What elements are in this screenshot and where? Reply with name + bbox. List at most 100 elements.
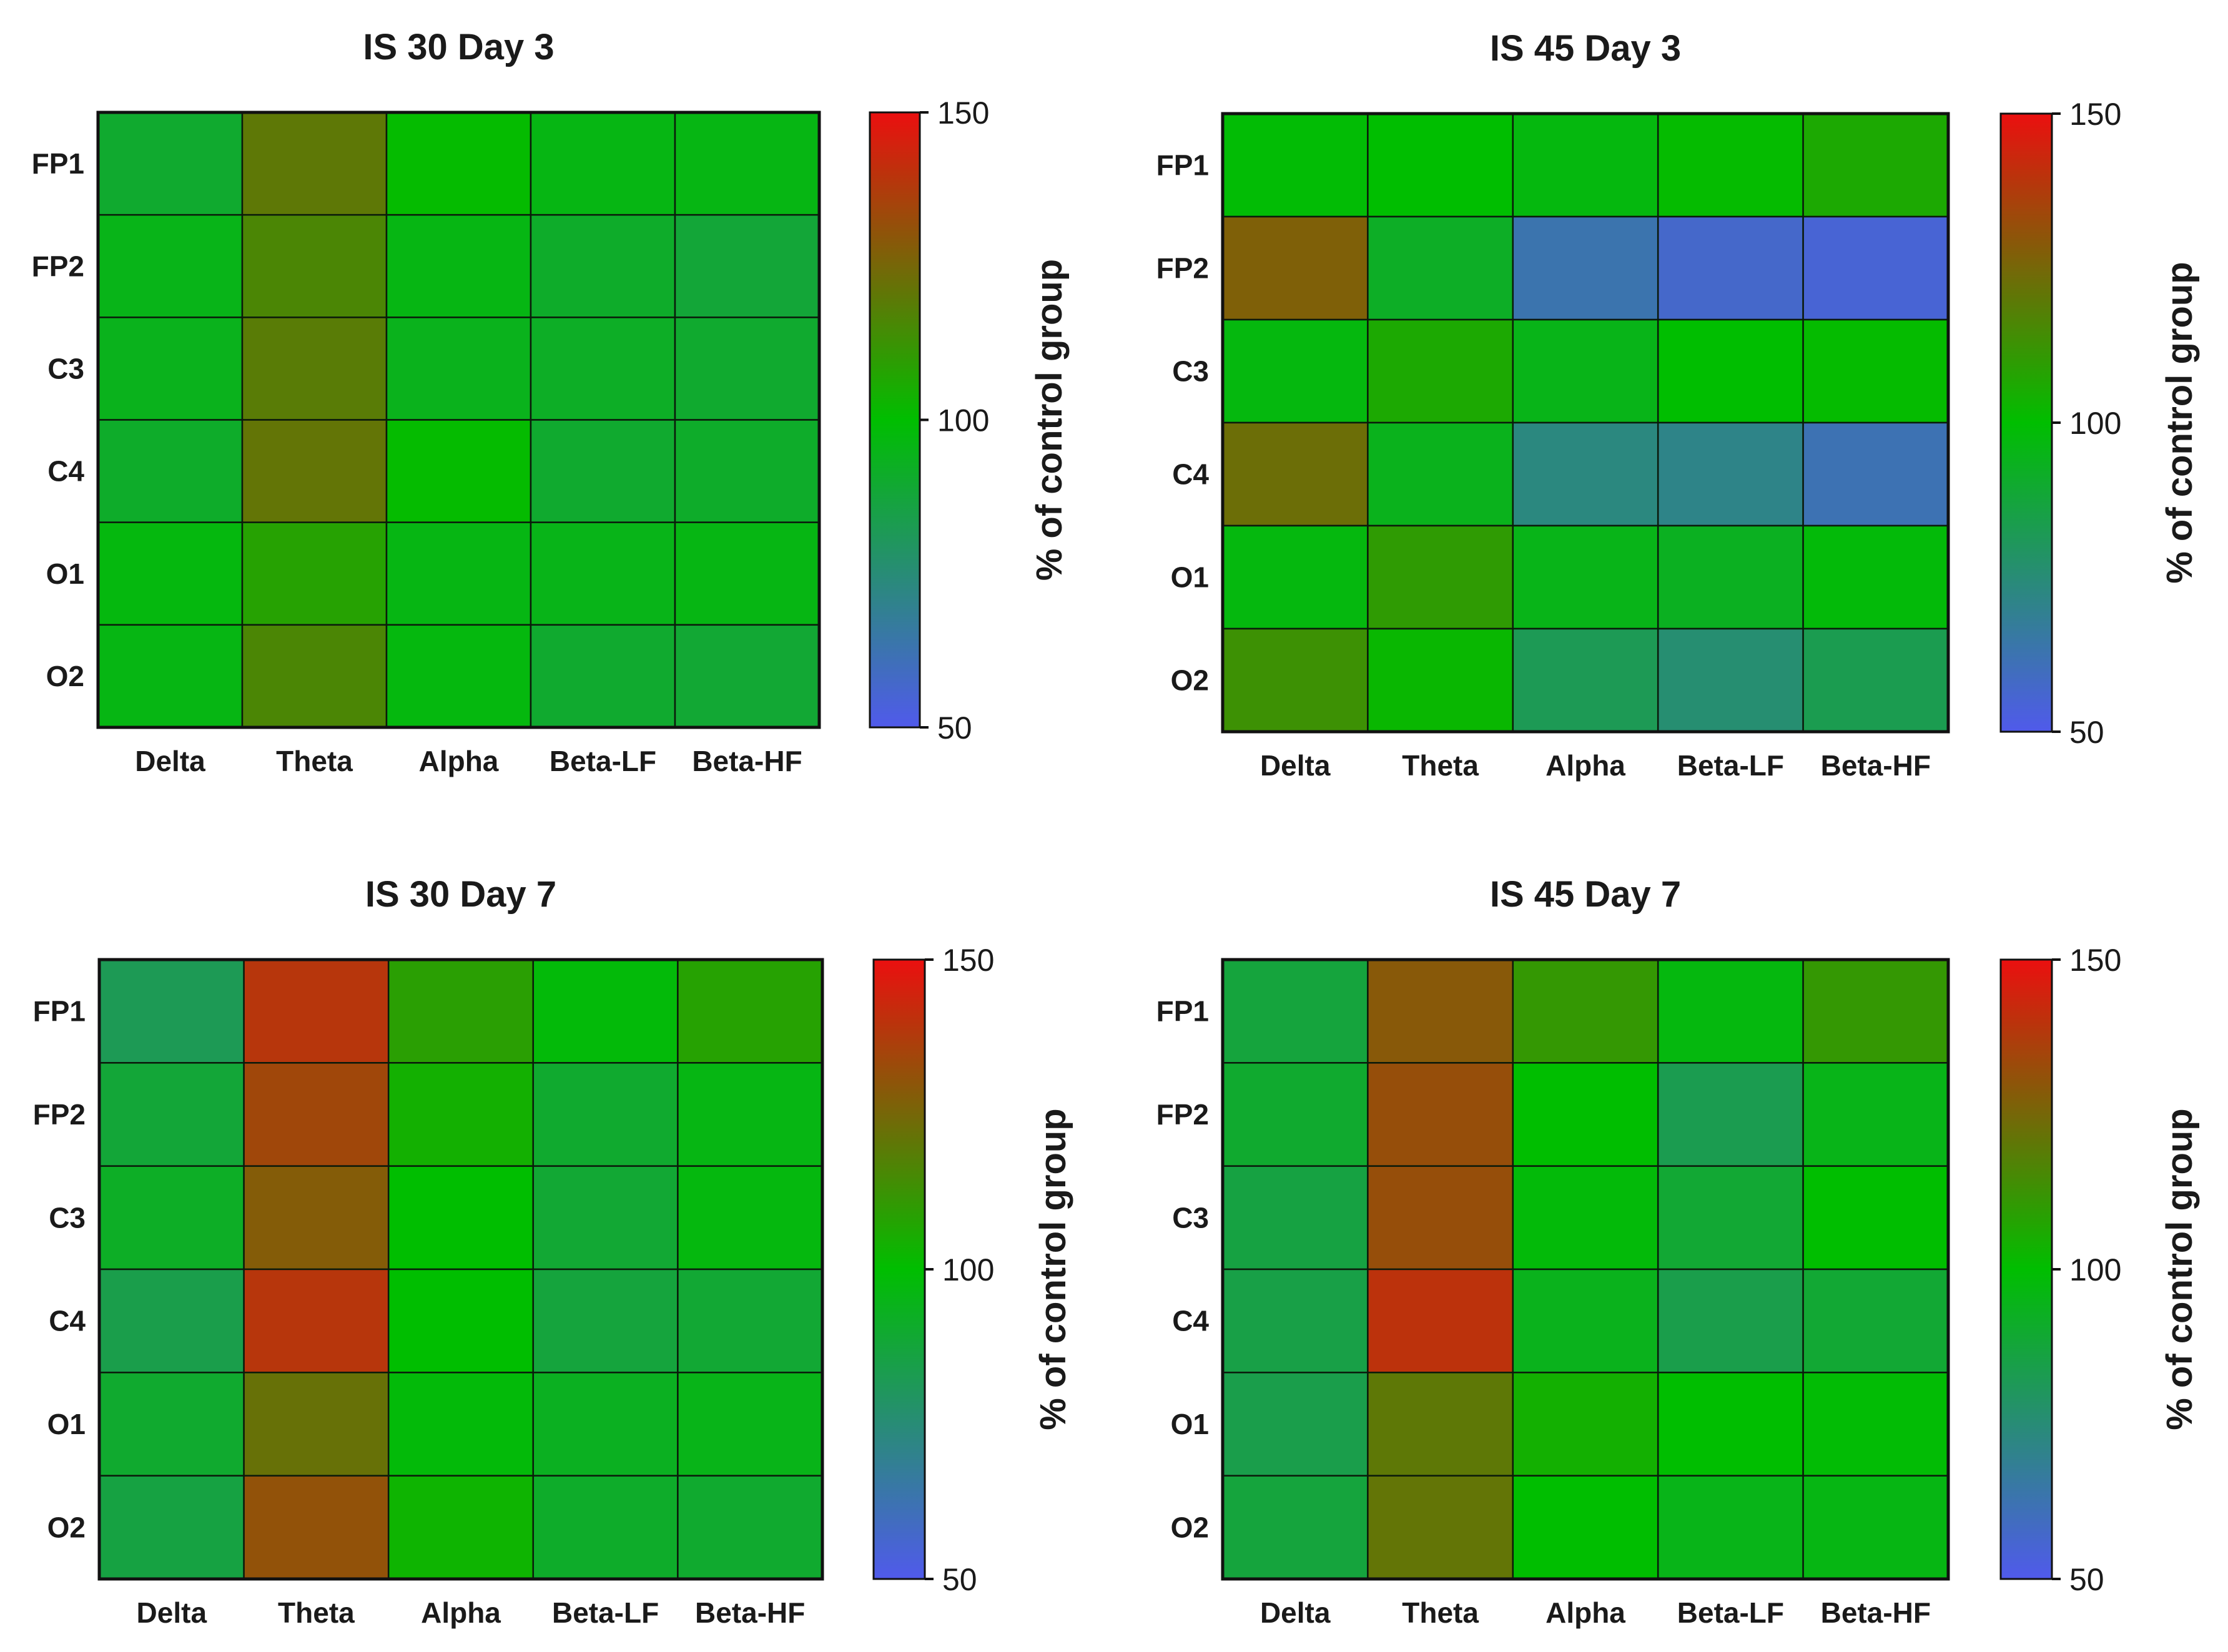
heatmap-cell-FP1-Beta-HF	[677, 958, 824, 1064]
x-tick-label: Delta	[1260, 1596, 1331, 1629]
heatmap-cell-C4-Alpha	[1512, 421, 1659, 527]
heatmap-cell-C4-Delta	[97, 419, 244, 523]
heatmap-cell-O2-Alpha	[1512, 1475, 1659, 1580]
heatmap-cell-C3-Beta-LF	[1657, 318, 1804, 424]
y-tick-label: O2	[1171, 1511, 1209, 1543]
x-tick-label: Theta	[1402, 1596, 1479, 1629]
colorbar-tick-label: 50	[2069, 715, 2104, 750]
y-tick-label: FP1	[1156, 149, 1209, 182]
y-tick-label: C4	[1172, 458, 1209, 491]
y-tick-label: C4	[47, 455, 84, 488]
heatmap-cell-FP2-Delta	[1221, 215, 1369, 321]
colorbar-tick-label: 50	[942, 1562, 977, 1597]
y-tick-label: O2	[47, 1511, 86, 1543]
heatmap-cell-FP1-Beta-HF	[674, 111, 821, 216]
heatmap-cell-FP1-Theta	[1367, 958, 1514, 1064]
heatmap-cell-O1-Delta	[97, 521, 244, 626]
heatmap-cell-O1-Delta	[1221, 524, 1369, 630]
heatmap-cell-O1-Delta	[1221, 1372, 1369, 1477]
heatmap-cell-O1-Beta-HF	[1802, 524, 1950, 630]
heatmap-cell-FP2-Theta	[243, 1062, 390, 1167]
heatmap-cell-O2-Theta	[1367, 627, 1514, 733]
heatmap-cell-C4-Delta	[1221, 1268, 1369, 1374]
heatmap-cell-O2-Beta-LF	[1657, 627, 1804, 733]
y-tick-label: C3	[47, 352, 84, 385]
y-tick-label: FP2	[33, 1098, 86, 1131]
heatmap-cell-O1-Delta	[98, 1372, 245, 1477]
heatmap-cell-C3-Theta	[243, 1165, 390, 1271]
y-tick-label: O1	[46, 558, 84, 590]
y-tick-label: FP1	[33, 995, 86, 1028]
plot-frame	[1221, 958, 1950, 1581]
heatmap-cell-C3-Alpha	[1512, 1165, 1659, 1271]
heatmap-cell-C3-Delta	[1221, 318, 1369, 424]
heatmap-cell-C3-Alpha	[1512, 318, 1659, 424]
heatmap-cell-FP2-Alpha	[1512, 215, 1659, 321]
heatmap-cell-FP2-Alpha	[1512, 1062, 1659, 1167]
heatmap-cell-O2-Delta	[98, 1475, 245, 1580]
heatmap-cell-FP2-Delta	[98, 1062, 245, 1167]
heatmap-cell-O2-Alpha	[1512, 627, 1659, 733]
y-tick-label: FP2	[32, 250, 84, 282]
heatmap-cell-FP2-Beta-LF	[530, 214, 676, 318]
y-tick-label: FP2	[1156, 1098, 1209, 1131]
heatmap-cell-FP2-Beta-LF	[1657, 215, 1804, 321]
heatmap-cell-FP1-Alpha	[385, 111, 532, 216]
x-tick-label: Beta-HF	[695, 1596, 805, 1629]
x-tick-label: Alpha	[1545, 749, 1625, 782]
colorbar	[2001, 114, 2052, 732]
x-tick-label: Alpha	[419, 745, 499, 777]
heatmap-cell-FP2-Theta	[1367, 1062, 1514, 1167]
heatmap-cell-C3-Beta-LF	[532, 1165, 679, 1271]
heatmap-cell-O2-Beta-LF	[532, 1475, 679, 1580]
colorbar-label: % of control group	[1033, 1108, 1073, 1430]
heatmap-cell-C4-Beta-HF	[677, 1268, 824, 1374]
heatmap-cell-O2-Alpha	[385, 624, 532, 729]
colorbar	[874, 960, 925, 1579]
colorbar-tick-label: 150	[2069, 97, 2121, 132]
heatmap-cell-O2-Theta	[243, 1475, 390, 1580]
heatmap-cell-FP2-Delta	[1221, 1062, 1369, 1167]
heatmap-cell-FP1-Alpha	[1512, 112, 1659, 218]
heatmap-cell-O1-Alpha	[385, 521, 532, 626]
colorbar-tick-label: 100	[942, 1252, 994, 1287]
heatmap-cell-C3-Beta-LF	[530, 317, 676, 421]
heatmap-cell-C3-Beta-LF	[1657, 1165, 1804, 1271]
colorbar-label: % of control group	[2159, 1108, 2200, 1430]
heatmap-cell-FP1-Beta-LF	[530, 111, 676, 216]
heatmap-cell-O1-Theta	[241, 521, 388, 626]
heatmap-panel-1: IS 30 Day 3 FP1 FP2 C3 C4 O1 O2 Delta Theta Alpha…	[32, 27, 1070, 777]
x-tick-label: Beta-LF	[1677, 749, 1784, 782]
heatmap-cell-C4-Beta-LF	[532, 1268, 679, 1374]
colorbar	[2001, 960, 2052, 1579]
heatmap-cell-FP1-Theta	[1367, 112, 1514, 218]
heatmap-cell-FP1-Theta	[243, 958, 390, 1064]
y-tick-label: O2	[1171, 664, 1209, 697]
colorbar-tick-label: 100	[2069, 406, 2121, 441]
y-tick-label: C3	[1172, 355, 1209, 388]
heatmap-cell-O1-Theta	[243, 1372, 390, 1477]
heatmap-cell-C4-Beta-LF	[530, 419, 676, 523]
heatmap-cell-C4-Alpha	[387, 1268, 535, 1374]
panel-title: IS 45 Day 3	[1490, 28, 1681, 69]
heatmap-cell-O1-Theta	[1367, 524, 1514, 630]
heatmap-cell-FP1-Delta	[97, 111, 244, 216]
heatmap-cell-FP1-Delta	[1221, 958, 1369, 1064]
heatmap-cell-O1-Beta-HF	[1802, 1372, 1950, 1477]
heatmap-cell-C3-Delta	[97, 317, 244, 421]
heatmap-cell-O1-Beta-LF	[532, 1372, 679, 1477]
x-tick-label: Delta	[137, 1596, 207, 1629]
heatmap-cell-C4-Theta	[1367, 421, 1514, 527]
y-tick-label: O1	[1171, 561, 1209, 594]
heatmap-cell-O2-Theta	[1367, 1475, 1514, 1580]
colorbar-tick-label: 100	[2069, 1252, 2121, 1287]
heatmap-cell-C4-Beta-LF	[1657, 421, 1804, 527]
heatmap-cell-C3-Theta	[1367, 1165, 1514, 1271]
y-tick-label: C4	[49, 1305, 86, 1337]
heatmap-cell-FP1-Beta-HF	[1802, 112, 1950, 218]
colorbar	[870, 112, 920, 727]
heatmap-cell-C3-Alpha	[385, 317, 532, 421]
colorbar-tick-label: 150	[937, 96, 989, 130]
heatmap-cell-C4-Beta-HF	[1802, 421, 1950, 527]
